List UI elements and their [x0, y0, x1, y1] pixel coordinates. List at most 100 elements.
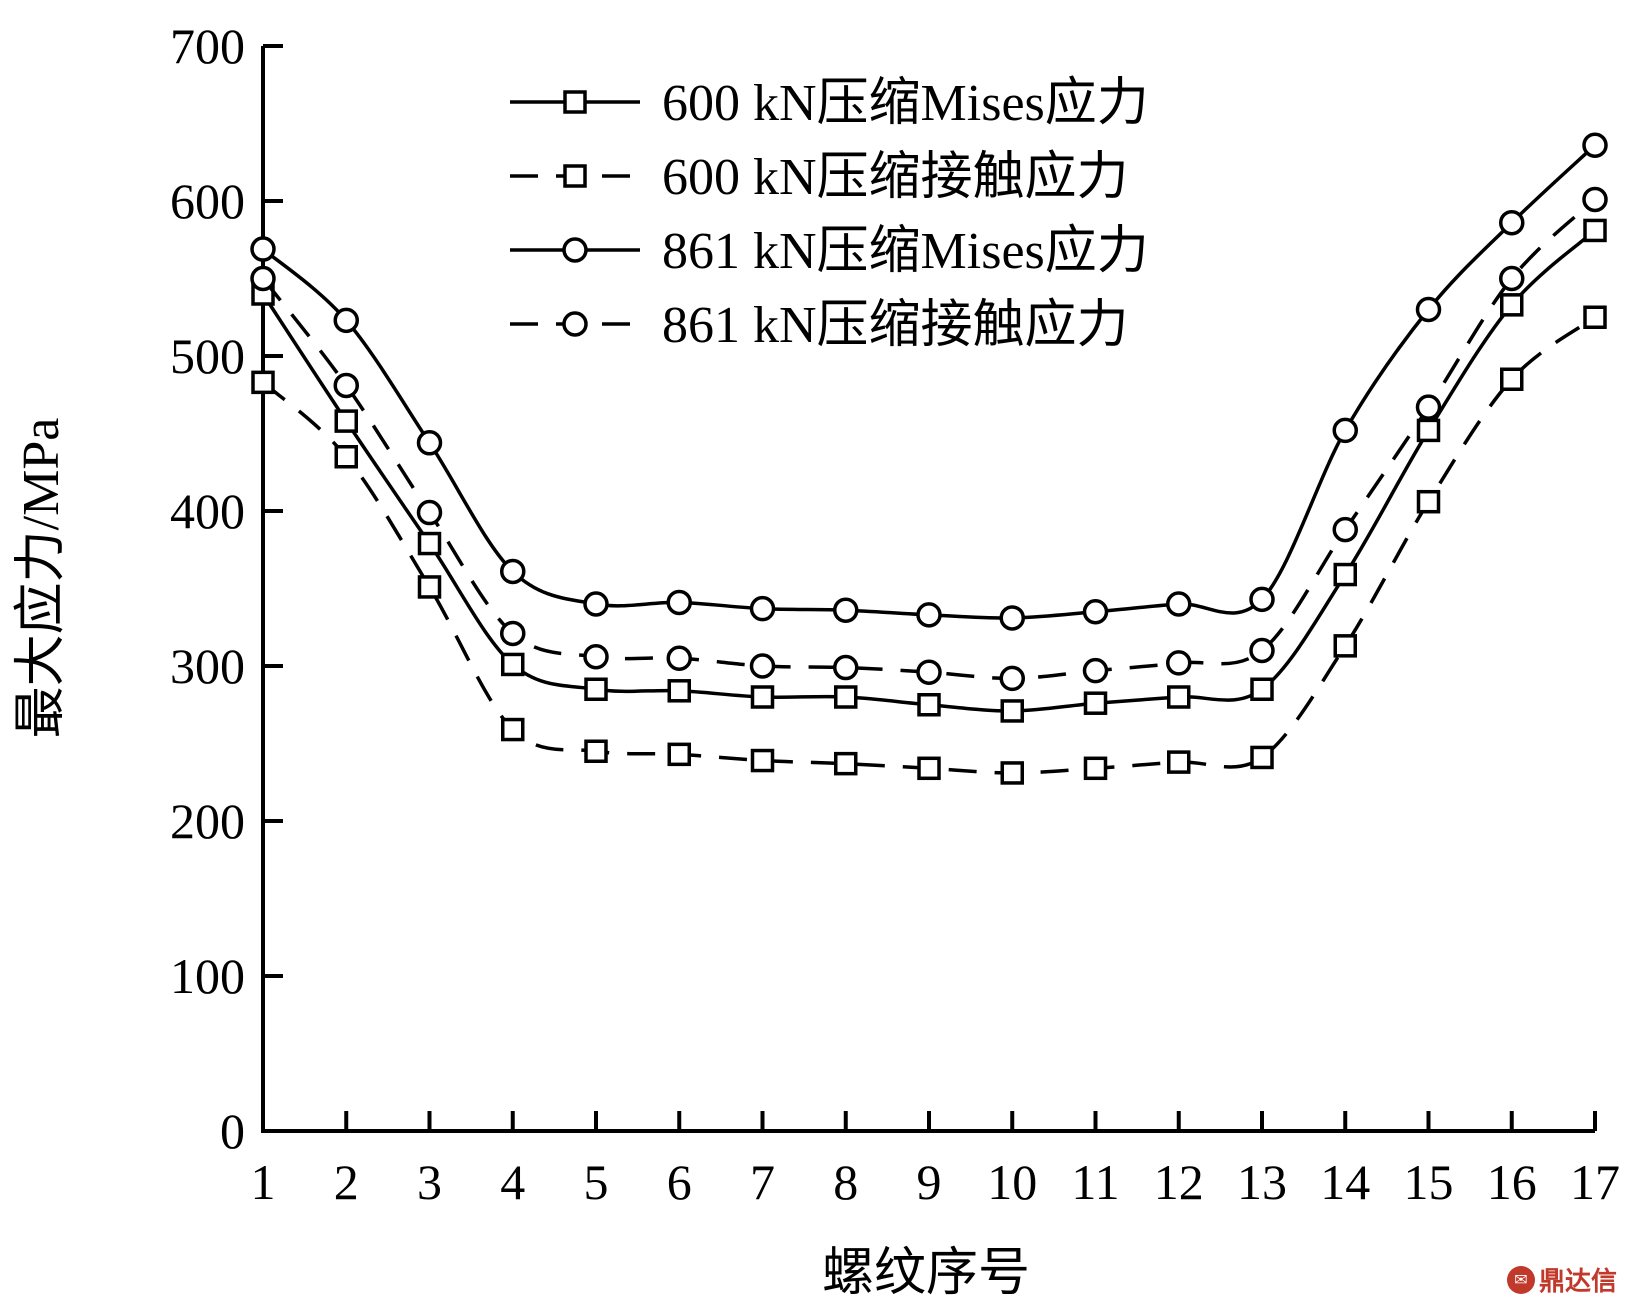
- x-tick-label: 14: [1320, 1154, 1370, 1210]
- data-point: [1583, 218, 1607, 243]
- data-point: [834, 751, 858, 776]
- data-point: [583, 591, 609, 617]
- data-point: [334, 409, 358, 433]
- data-point: [1582, 132, 1608, 158]
- data-point: [416, 430, 443, 456]
- data-point: [1166, 591, 1192, 617]
- data-point: [251, 370, 275, 395]
- x-tick-label: 16: [1487, 1154, 1537, 1210]
- legend-item: 861 kN压缩接触应力: [510, 297, 1129, 354]
- x-tick-label: 13: [1237, 1154, 1287, 1210]
- data-point: [250, 236, 276, 262]
- legend-item: 861 kN压缩Mises应力: [510, 223, 1149, 280]
- data-point: [749, 653, 776, 679]
- data-point: [1250, 745, 1274, 770]
- data-point: [500, 620, 526, 647]
- x-tick-label: 2: [334, 1154, 359, 1210]
- x-tick-label: 11: [1071, 1154, 1119, 1210]
- data-point: [917, 756, 941, 781]
- data-point: [1000, 699, 1024, 723]
- data-point: [1333, 562, 1357, 587]
- data-point: [250, 265, 276, 292]
- data-point: [833, 597, 859, 623]
- series-3: [250, 132, 1608, 631]
- data-point: [749, 595, 776, 622]
- data-point: [417, 575, 442, 599]
- legend-label: 600 kN压缩Mises应力: [662, 75, 1149, 132]
- x-axis-title: 螺纹序号: [822, 1245, 1030, 1302]
- data-point: [916, 659, 942, 685]
- data-point: [1083, 691, 1108, 715]
- x-tick-label: 7: [750, 1154, 775, 1210]
- x-tick-label: 17: [1570, 1154, 1620, 1210]
- y-axis-title: 最大应力/MPa: [13, 418, 70, 739]
- data-point: [1582, 186, 1608, 213]
- legend-marker: [563, 164, 587, 188]
- data-point: [667, 742, 691, 767]
- x-tick-label: 5: [584, 1154, 609, 1210]
- x-tick-label: 15: [1404, 1154, 1454, 1210]
- data-point: [1333, 634, 1357, 658]
- data-point: [416, 499, 443, 526]
- x-tick-label: 8: [833, 1154, 858, 1210]
- data-point: [1415, 296, 1442, 323]
- data-point: [1499, 265, 1525, 292]
- data-point: [501, 652, 525, 677]
- data-point: [1500, 367, 1524, 391]
- series-4: [250, 186, 1608, 692]
- data-point: [584, 739, 608, 763]
- data-point: [666, 645, 692, 671]
- y-tick-label: 100: [170, 948, 245, 1004]
- x-tick-label: 3: [417, 1154, 442, 1210]
- y-tick-label: 200: [170, 793, 245, 849]
- data-point: [333, 372, 359, 399]
- data-point: [1332, 417, 1358, 444]
- legend-marker: [562, 237, 588, 263]
- series-2: [251, 305, 1607, 785]
- data-point: [1082, 599, 1109, 625]
- data-point: [417, 531, 442, 556]
- legend-label: 861 kN压缩Mises应力: [662, 223, 1149, 280]
- legend-item: 600 kN压缩Mises应力: [510, 75, 1149, 132]
- data-point: [1000, 761, 1024, 785]
- x-tick-label: 6: [667, 1154, 692, 1210]
- data-point: [1166, 650, 1192, 676]
- data-point: [1499, 209, 1525, 236]
- data-point: [999, 665, 1025, 692]
- data-point: [750, 685, 775, 709]
- data-point: [501, 717, 525, 742]
- data-point: [1167, 750, 1191, 774]
- y-tick-label: 600: [170, 173, 245, 229]
- data-point: [1500, 293, 1524, 317]
- watermark-text: 鼎达信: [1538, 1267, 1617, 1297]
- data-point: [917, 693, 941, 717]
- data-point: [583, 643, 609, 670]
- data-point: [1167, 685, 1191, 709]
- data-point: [584, 677, 608, 701]
- y-tick-label: 500: [170, 328, 245, 384]
- data-point: [667, 679, 691, 703]
- series-line: [261, 198, 1597, 681]
- data-point: [334, 445, 358, 469]
- data-point: [1249, 637, 1275, 664]
- data-point: [834, 685, 858, 709]
- data-point: [833, 654, 859, 681]
- y-tick-label: 300: [170, 638, 245, 694]
- x-tick-label: 9: [917, 1154, 942, 1210]
- data-point: [1249, 586, 1275, 613]
- y-tick-label: 700: [170, 18, 245, 74]
- data-point: [1415, 394, 1442, 420]
- data-point: [1082, 657, 1109, 684]
- data-point: [1332, 516, 1358, 543]
- data-point: [500, 558, 526, 585]
- watermark-logo: ✉ 鼎达信: [1506, 1261, 1617, 1298]
- x-tick-label: 10: [987, 1154, 1037, 1210]
- data-point: [666, 589, 692, 616]
- legend-label: 600 kN压缩接触应力: [662, 149, 1129, 206]
- series-1: [251, 218, 1607, 723]
- x-tick-label: 4: [500, 1154, 525, 1210]
- data-point: [333, 307, 359, 334]
- x-tick-label: 12: [1154, 1154, 1204, 1210]
